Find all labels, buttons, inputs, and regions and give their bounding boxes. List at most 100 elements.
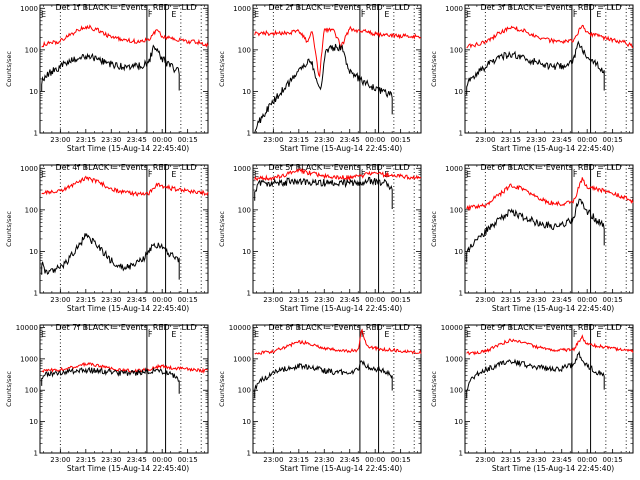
lld-series-line: [41, 175, 209, 197]
events-series-line: [254, 176, 393, 209]
y-tick-label: 1000: [233, 355, 251, 363]
x-tick-label: 00:00: [577, 456, 597, 464]
x-tick-label: 23:00: [263, 456, 283, 464]
y-axis-label: Counts/sec: [218, 211, 226, 247]
region-label: F: [361, 170, 366, 179]
y-axis-label: Counts/sec: [430, 371, 438, 407]
x-tick-label: 23:00: [263, 136, 283, 144]
x-tick-label: 00:15: [178, 136, 198, 144]
y-axis-label: Counts/sec: [218, 371, 226, 407]
x-axis-label: Start Time (15-Aug-14 22:45:40): [280, 464, 402, 473]
y-tick-label: 1: [34, 290, 38, 298]
x-tick-label: 23:30: [526, 296, 546, 304]
region-label: E: [466, 10, 471, 19]
x-tick-label: 23:00: [475, 136, 495, 144]
lld-series-line: [254, 167, 422, 182]
region-label: F: [573, 330, 578, 339]
x-axis-label: Start Time (15-Aug-14 22:45:40): [492, 304, 614, 313]
x-tick-label: 00:15: [603, 456, 623, 464]
y-tick-label: 100: [238, 46, 251, 54]
x-tick-label: 23:45: [127, 456, 147, 464]
x-tick-label: 00:00: [365, 136, 385, 144]
x-tick-label: 23:00: [50, 296, 70, 304]
lld-series-line: [254, 328, 422, 355]
events-series-line: [254, 43, 393, 134]
lld-series-line: [41, 362, 209, 374]
x-tick-label: 23:00: [475, 296, 495, 304]
region-label: F: [573, 10, 578, 19]
x-tick-label: 23:15: [501, 136, 521, 144]
y-tick-label: 1: [247, 450, 251, 458]
panel-title: Det 6f BLACK = Events, RED = LLD: [480, 163, 621, 172]
y-tick-label: 10: [242, 418, 251, 426]
y-tick-label: 100: [25, 46, 38, 54]
y-tick-label: 100: [450, 46, 463, 54]
region-label: F: [148, 10, 153, 19]
region-label: E: [171, 170, 176, 179]
y-axis-label: Counts/sec: [218, 51, 226, 87]
plot-frame: [252, 4, 422, 134]
x-axis-label: Start Time (15-Aug-14 22:45:40): [492, 464, 614, 473]
x-tick-label: 23:45: [552, 456, 572, 464]
region-label: E: [41, 170, 46, 179]
panel-title: Det 4f BLACK = Events, RED = LLD: [55, 163, 196, 172]
lld-series-line: [254, 25, 421, 78]
x-tick-label: 23:45: [340, 136, 360, 144]
region-label: E: [171, 330, 176, 339]
y-axis-label: Counts/sec: [5, 371, 13, 407]
y-axis-label: Counts/sec: [430, 51, 438, 87]
x-axis-label: Start Time (15-Aug-14 22:45:40): [280, 144, 402, 153]
x-tick-label: 23:00: [50, 136, 70, 144]
events-series-line: [41, 366, 180, 394]
events-series-line: [466, 40, 605, 95]
y-tick-label: 10000: [16, 324, 38, 332]
y-tick-label: 100: [25, 206, 38, 214]
y-tick-label: 10: [29, 88, 38, 96]
x-tick-label: 00:00: [577, 296, 597, 304]
y-tick-label: 10: [454, 418, 463, 426]
lld-series-line: [466, 177, 634, 212]
x-tick-label: 23:00: [475, 456, 495, 464]
y-tick-label: 10: [29, 248, 38, 256]
x-tick-label: 23:15: [76, 296, 96, 304]
y-tick-label: 10: [242, 88, 251, 96]
x-tick-label: 23:30: [101, 456, 121, 464]
x-tick-label: 00:00: [152, 456, 172, 464]
y-tick-label: 1: [247, 290, 251, 298]
x-tick-label: 23:45: [127, 136, 147, 144]
lld-series-line: [466, 334, 634, 356]
x-tick-label: 23:45: [340, 296, 360, 304]
events-series-line: [41, 44, 180, 92]
y-tick-label: 1000: [445, 355, 463, 363]
x-tick-label: 00:00: [152, 296, 172, 304]
events-series-line: [254, 360, 393, 399]
y-tick-label: 100: [238, 387, 251, 395]
x-tick-label: 23:45: [127, 296, 147, 304]
y-tick-label: 1000: [20, 5, 38, 13]
x-tick-label: 23:30: [101, 296, 121, 304]
region-label: E: [384, 330, 389, 339]
x-tick-label: 00:15: [391, 296, 411, 304]
y-tick-label: 1000: [20, 355, 38, 363]
x-tick-label: 23:15: [289, 296, 309, 304]
x-tick-label: 00:15: [391, 456, 411, 464]
region-label: F: [573, 170, 578, 179]
region-label: E: [254, 330, 259, 339]
x-axis-label: Start Time (15-Aug-14 22:45:40): [67, 144, 189, 153]
y-tick-label: 1000: [233, 165, 251, 173]
y-tick-label: 10: [454, 248, 463, 256]
plot-frame: [464, 324, 634, 454]
x-tick-label: 00:00: [152, 136, 172, 144]
y-axis-label: Counts/sec: [5, 51, 13, 87]
y-tick-label: 10000: [229, 324, 251, 332]
events-series-line: [41, 232, 180, 280]
x-axis-label: Start Time (15-Aug-14 22:45:40): [492, 144, 614, 153]
y-tick-label: 1: [459, 450, 463, 458]
y-tick-label: 10: [242, 248, 251, 256]
x-tick-label: 23:15: [501, 456, 521, 464]
